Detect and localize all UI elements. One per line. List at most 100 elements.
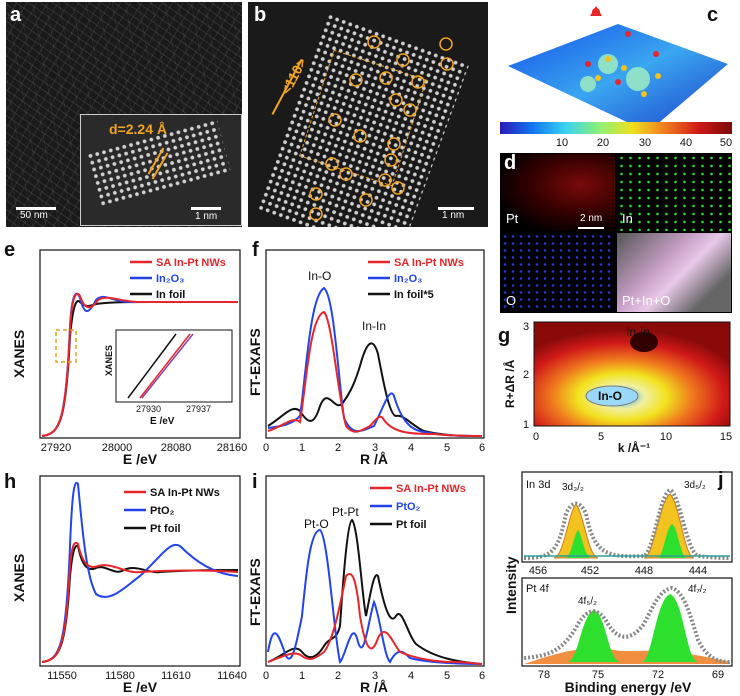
h-series-pt-foil	[41, 544, 239, 663]
i-annotation-pt-o: Pt-O	[304, 517, 329, 531]
f-panel-label: f	[252, 239, 259, 261]
h-legend-text: PtO₂	[150, 505, 175, 517]
j-pt-peak-label-2: 4f₇/₂	[688, 584, 707, 595]
panel-g-chart: g R+ΔR /Å k /Å⁻¹ In-In In-O 0 5 10 15 1 …	[498, 321, 732, 455]
e-xtick: 27920	[41, 442, 72, 454]
panel-b-scale-bar	[438, 207, 474, 210]
g-ylabel: R+ΔR /Å	[502, 359, 517, 408]
panel-d-scale-text: 2 nm	[580, 213, 603, 224]
g-dark-spot	[630, 332, 658, 352]
map-label-o: O	[506, 293, 517, 308]
panel-e-chart: e XANES E /eV 27920 28000 28080 28160 SA…	[4, 239, 247, 466]
e-inset-xlabel: E /eV	[150, 416, 175, 427]
colorbar-tick: 20	[597, 137, 609, 149]
j-in-envelope	[523, 487, 731, 560]
j-top-xtick: 444	[689, 565, 707, 577]
f-series-in2o3	[267, 286, 483, 437]
f-xtick: 4	[408, 442, 414, 454]
map-o	[501, 233, 615, 312]
panel-j-chart: j Intensity Binding energy /eV In 3d 3d₃…	[503, 469, 733, 695]
i-annotation-pt-pt: Pt-Pt	[332, 505, 359, 519]
e-xlabel: E /eV	[123, 451, 158, 466]
colorbar-tick: 10	[556, 137, 568, 149]
e-ylabel: XANES	[11, 330, 27, 378]
e-legend-text: In₂O₃	[156, 273, 184, 285]
panel-a-label: a	[10, 4, 22, 26]
i-series-pto2	[267, 528, 483, 665]
colorbar-tick: 30	[639, 137, 651, 149]
g-ytick: 2	[523, 369, 529, 381]
e-legend-text: SA In-Pt NWs	[156, 257, 226, 269]
j-bottom-xtick: 72	[652, 669, 664, 681]
h-xtick: 11610	[161, 670, 191, 682]
colorbar	[500, 122, 732, 134]
panel-d-label: d	[504, 152, 517, 174]
h-legend-text: SA In-Pt NWs	[150, 487, 220, 499]
j-pt-bg	[524, 648, 730, 664]
f-xtick: 2	[335, 442, 341, 454]
h-ylabel: XANES	[11, 554, 27, 602]
g-ytick: 1	[523, 419, 529, 431]
g-xtick: 10	[660, 431, 672, 443]
j-top-title: In 3d	[526, 479, 550, 491]
f-axes-frame	[265, 249, 485, 439]
panel-a-scale-bar	[16, 207, 56, 210]
j-in-peak-label-2: 3d₅/₂	[684, 480, 706, 491]
j-pt-envelope	[523, 585, 731, 664]
e-panel-label: e	[4, 239, 15, 261]
panel-b-image: <110> 1 nm	[248, 2, 488, 227]
e-axes-frame	[39, 249, 241, 439]
f-xtick: 0	[263, 442, 269, 454]
i-legend-text: SA In-Pt NWs	[396, 483, 466, 495]
g-ytick: 3	[523, 321, 529, 333]
g-xtick: 15	[720, 431, 732, 443]
e-series-sa	[41, 292, 238, 437]
map-in	[617, 154, 731, 231]
h-legend-text: Pt foil	[150, 523, 181, 535]
j-bottom-xtick: 69	[712, 669, 724, 681]
i-legend-text: PtO₂	[396, 501, 421, 513]
i-xtick: 5	[444, 670, 450, 682]
e-inset-xtick: 27937	[186, 404, 211, 414]
map-overlay	[617, 233, 731, 312]
j-top-frame	[521, 471, 733, 563]
inset-scale-bar	[191, 207, 221, 210]
j-in-peak-2-green	[658, 524, 686, 558]
e-xtick: 28000	[102, 442, 133, 454]
map-pt	[501, 154, 615, 231]
h-panel-label: h	[4, 471, 16, 493]
panel-b-label: b	[254, 4, 267, 26]
panel-h-chart: h XANES E /eV 11550 11580 11610 11640 SA…	[4, 471, 247, 695]
f-legend-text: SA In-Pt NWs	[394, 257, 464, 269]
f-ylabel: FT-EXAFS	[247, 328, 263, 396]
f-legend-text: In₂O₃	[394, 273, 422, 285]
j-in-peak-label-1: 3d₃/₂	[562, 482, 584, 493]
i-legend-text: Pt foil	[396, 519, 427, 531]
inset-scale-text: 1 nm	[195, 211, 218, 222]
f-xtick: 1	[299, 442, 305, 454]
i-series-sa	[267, 573, 483, 665]
h-axes-frame	[39, 475, 241, 667]
panel-i-chart: i FT-EXAFS R /Å 0 1 2 3 4 5 6 Pt-O Pt-Pt…	[247, 471, 485, 695]
e-inset-ylabel: XANES	[104, 345, 114, 376]
h-xtick: 11550	[47, 670, 77, 682]
j-pt-peak-1	[568, 610, 620, 662]
map-label-in: In	[622, 211, 633, 226]
colorbar-ticks: 10 20 30 40 50	[556, 137, 732, 149]
i-xtick: 2	[335, 670, 341, 682]
j-bottom-xtick: 78	[538, 669, 550, 681]
j-pt-peak-label-1: 4f₅/₂	[578, 596, 597, 607]
g-xtick: 0	[533, 431, 539, 443]
j-top-xtick: 456	[529, 565, 547, 577]
g-core-ellipse	[585, 385, 639, 407]
i-axes-frame	[265, 475, 485, 667]
colorbar-tick: 40	[680, 137, 692, 149]
f-xtick: 3	[372, 442, 378, 454]
i-xtick: 6	[479, 670, 485, 682]
f-series-sa	[267, 310, 483, 437]
j-bottom-frame	[521, 577, 733, 667]
j-panel-label: j	[717, 469, 724, 491]
f-xtick: 6	[479, 442, 485, 454]
i-ylabel: FT-EXAFS	[247, 558, 263, 626]
h-xtick: 11580	[105, 670, 135, 682]
